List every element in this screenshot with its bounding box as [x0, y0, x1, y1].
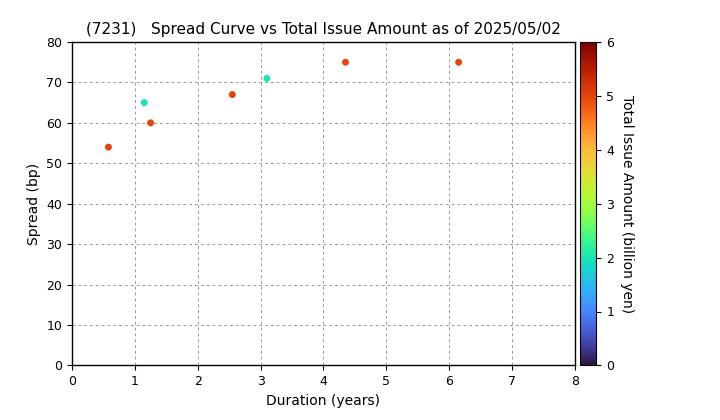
- Y-axis label: Spread (bp): Spread (bp): [27, 163, 41, 245]
- Point: [453, 59, 464, 66]
- Title: (7231)   Spread Curve vs Total Issue Amount as of 2025/05/02: (7231) Spread Curve vs Total Issue Amoun…: [86, 22, 561, 37]
- Y-axis label: Total Issue Amount (billion yen): Total Issue Amount (billion yen): [620, 94, 634, 313]
- Point: [340, 59, 351, 66]
- Point: [227, 91, 238, 98]
- Point: [261, 75, 273, 82]
- Point: [103, 144, 114, 150]
- X-axis label: Duration (years): Duration (years): [266, 394, 380, 408]
- Point: [145, 119, 156, 126]
- Point: [138, 99, 150, 106]
